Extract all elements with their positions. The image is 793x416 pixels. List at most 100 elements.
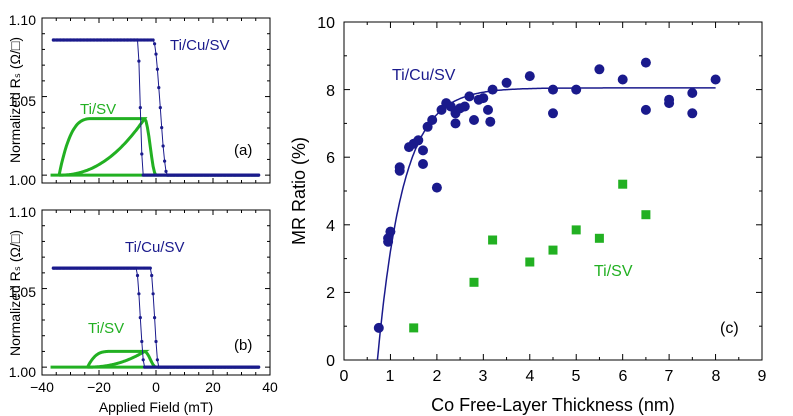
panel-a-ticks: [41, 17, 271, 183]
panel-c-marks: [373, 57, 721, 361]
ti-sv-data-point: [488, 235, 498, 245]
ti-cu-sv-data-point: [163, 159, 167, 163]
ti-cu-sv-data-point: [594, 64, 605, 75]
ti-cu-sv-data-point: [640, 104, 651, 115]
panel-c-xtick-label: 0: [340, 368, 349, 385]
ti-cu-sv-data-point: [385, 226, 396, 237]
panel-b-xtick-label: −40: [30, 379, 54, 395]
panel-a-marks: [50, 38, 261, 177]
panel-c-xlabel: Co Free-Layer Thickness (nm): [431, 395, 675, 415]
ti-sv-data-point: [594, 233, 604, 243]
panel-b-xtick-label: 20: [205, 379, 221, 395]
ti-cu-sv-data-point: [617, 74, 628, 85]
ti-cu-sv-data-point: [478, 93, 489, 104]
ti-cu-sv-data-point: [710, 74, 721, 85]
panel-c-xtick-label: 5: [572, 368, 581, 385]
ti-cu-sv-data-point: [487, 84, 498, 95]
ti-cu-sv-data-point: [687, 108, 698, 119]
panel-a-series-label: Ti/SV: [80, 101, 116, 118]
panel-b-ylabel: Normalized Rₛ (Ω/□): [7, 230, 23, 356]
ti-sv-loop-curve: [86, 349, 150, 369]
ti-cu-sv-data-point: [464, 91, 475, 102]
ti-cu-sv-data-point: [413, 135, 424, 146]
ti-cu-sv-data-point: [150, 273, 154, 278]
ti-cu-sv-data-point: [501, 77, 512, 88]
panel-c-xtick-label: 3: [479, 368, 488, 385]
ti-cu-sv-data-point: [164, 169, 168, 173]
ti-cu-sv-data-point: [257, 365, 261, 369]
ti-sv-data-point: [525, 257, 535, 267]
panel-c-xtick-label: 2: [433, 368, 442, 385]
ti-cu-sv-data-point: [664, 94, 675, 105]
ti-cu-sv-data-point: [135, 273, 140, 278]
ti-sv-data-point: [618, 179, 628, 189]
ti-cu-sv-data-point: [138, 106, 142, 110]
ti-cu-sv-data-point: [431, 182, 442, 193]
ti-cu-sv-data-point: [137, 59, 141, 63]
panel-c-xtick-label: 4: [526, 368, 535, 385]
panel-c-ytick-label: 6: [326, 150, 335, 167]
ti-cu-sv-data-point: [160, 126, 164, 130]
panel-b-ytick-label: 1.00: [9, 364, 36, 380]
panel-c-ytick-label: 4: [326, 218, 335, 235]
ti-sv-data-point: [641, 210, 651, 220]
panel-a-ytick-label: 1.05: [9, 93, 36, 109]
panel-c-ylabel: MR Ratio (%): [289, 137, 309, 245]
panel-c-ytick-label: 0: [326, 353, 335, 370]
ti-cu-sv-data-point: [155, 358, 159, 362]
panel-b-xlabel: Applied Field (mT): [99, 399, 213, 415]
panel-b: 1.00 1.05 1.10 −40 −20 0 20 40 Ti/Cu/SV …: [7, 204, 278, 415]
ti-cu-sv-data-point: [148, 266, 152, 270]
ti-cu-sv-data-point: [151, 38, 155, 42]
panel-c-xtick-label: 7: [665, 368, 674, 385]
ti-cu-sv-data-point: [137, 292, 141, 296]
panel-b-label: (b): [234, 337, 252, 354]
ti-cu-sv-data-point: [548, 108, 558, 119]
ti-cu-sv-data-point: [394, 162, 405, 173]
panel-a-ytick-label: 1.00: [9, 172, 36, 188]
panel-b-series-label: Ti/SV: [88, 320, 124, 337]
ti-cu-sv-data-point: [687, 88, 698, 98]
ti-cu-sv-data-point: [154, 52, 158, 56]
panel-c-series-label: Ti/Cu/SV: [392, 67, 456, 84]
panel-a-ytick-label: 1.10: [9, 12, 36, 28]
panel-c-label: (c): [720, 320, 739, 337]
panel-c-xtick-label: 8: [712, 368, 721, 385]
panel-a-label: (a): [234, 142, 252, 159]
ti-sv-data-point: [409, 323, 419, 333]
panel-b-ticks: [41, 209, 271, 375]
ti-cu-sv-data-point: [485, 116, 496, 127]
ti-cu-sv-data-point: [571, 84, 582, 95]
ti-cu-sv-data-point: [138, 316, 142, 320]
panel-c-xtick-label: 6: [619, 368, 628, 385]
ti-cu-sv-data-point: [418, 159, 428, 169]
ti-cu-sv-data-point: [548, 84, 558, 95]
ti-cu-sv-data-point: [418, 145, 428, 156]
ti-sv-loop-curve: [57, 117, 148, 177]
ti-cu-sv-data-point: [257, 173, 261, 177]
panel-c-xtick-label: 9: [758, 368, 767, 385]
panel-b-xtick-label: 0: [152, 379, 160, 395]
ti-cu-sv-data-point: [450, 118, 461, 129]
panel-b-ytick-label: 1.05: [9, 284, 36, 300]
ti-sv-data-point: [469, 277, 479, 287]
panel-b-series-label: Ti/Cu/SV: [125, 239, 184, 256]
panel-b-xtick-label: −20: [87, 379, 111, 395]
panel-b-ytick-label: 1.10: [9, 204, 36, 220]
ti-cu-sv-data-point: [524, 71, 535, 82]
ti-cu-sv-data-point: [157, 86, 161, 90]
ti-cu-sv-data-point: [151, 292, 155, 296]
panel-c: 0 1 2 3 4 5 6 7 8 9 0 2 4 6 8 10 Ti/Cu/S…: [289, 15, 767, 415]
ti-cu-sv-data-point: [427, 115, 438, 125]
ti-cu-sv-data-point: [141, 358, 145, 362]
ti-sv-switch-curve: [143, 117, 158, 176]
panel-a-ylabel: Normalized Rₛ (Ω/□): [7, 37, 23, 163]
ti-cu-sv-data-point: [483, 104, 493, 115]
ti-cu-sv-data-point: [373, 322, 384, 333]
panel-b-marks: [50, 266, 261, 369]
panel-a-series-label: Ti/Cu/SV: [170, 37, 229, 54]
ti-cu-sv-data-point: [158, 106, 162, 110]
ti-cu-sv-data-point: [140, 152, 144, 156]
panel-b-xtick-label: 40: [262, 379, 278, 395]
